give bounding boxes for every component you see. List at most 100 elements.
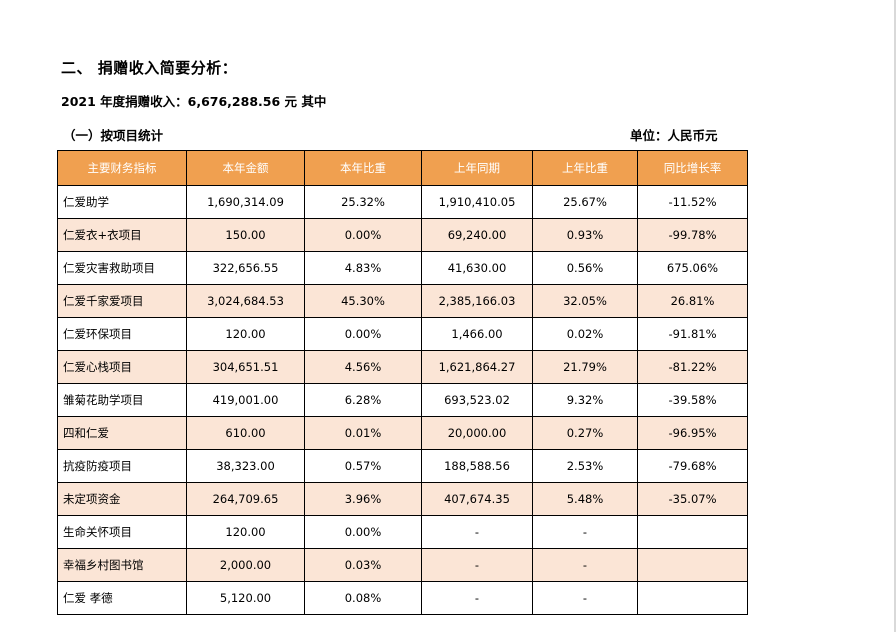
value-cell: 120.00 — [186, 317, 305, 351]
value-cell: 2.53% — [532, 449, 638, 483]
value-cell: 150.00 — [186, 218, 305, 252]
value-cell: -11.52% — [637, 185, 748, 219]
value-cell — [637, 581, 748, 615]
donation-summary: 2021 年度捐赠收入：6,676,288.56 元 其中 — [61, 94, 327, 109]
table-row: 仁爱环保项目 120.00 0.00% 1,466.00 0.02% -91.81% — [57, 317, 748, 351]
table-row: 雏菊花助学项目 419,001.00 6.28% 693,523.02 9.32% -39… — [57, 383, 748, 417]
unit-label: 单位：人民币元 — [630, 128, 718, 143]
value-cell: 26.81% — [637, 284, 748, 318]
value-cell: 5.48% — [532, 482, 638, 516]
value-cell: -79.68% — [637, 449, 748, 483]
value-cell: 2,385,166.03 — [421, 284, 533, 318]
column-header: 同比增长率 — [637, 150, 748, 186]
value-cell: 188,588.56 — [421, 449, 533, 483]
value-cell: 38,323.00 — [186, 449, 305, 483]
row-label-cell: 仁爱心栈项目 — [57, 350, 187, 384]
row-label-cell: 仁爱灾害救助项目 — [57, 251, 187, 285]
value-cell: 20,000.00 — [421, 416, 533, 450]
value-cell: 21.79% — [532, 350, 638, 384]
row-label-cell: 仁爱助学 — [57, 185, 187, 219]
value-cell: 45.30% — [304, 284, 422, 318]
value-cell: - — [532, 515, 638, 549]
value-cell: 1,690,314.09 — [186, 185, 305, 219]
table-row: 仁爱 孝德 5,120.00 0.08% - - — [57, 581, 748, 615]
value-cell: 32.05% — [532, 284, 638, 318]
value-cell: 4.56% — [304, 350, 422, 384]
section-heading: 二、 捐赠收入简要分析： — [61, 59, 238, 77]
value-cell: 675.06% — [637, 251, 748, 285]
value-cell: 25.67% — [532, 185, 638, 219]
row-label-cell: 仁爱 孝德 — [57, 581, 187, 615]
row-label-cell: 抗疫防疫项目 — [57, 449, 187, 483]
table-row: 仁爱千家爱项目 3,024,684.53 45.30% 2,385,166.03 32.… — [57, 284, 748, 318]
subsection-heading: （一）按项目统计 — [63, 128, 164, 143]
table-row: 抗疫防疫项目 38,323.00 0.57% 188,588.56 2.53% -79.6… — [57, 449, 748, 483]
table-row: 仁爱衣+衣项目 150.00 0.00% 69,240.00 0.93% -99.78% — [57, 218, 748, 252]
value-cell: -99.78% — [637, 218, 748, 252]
value-cell: 693,523.02 — [421, 383, 533, 417]
value-cell: 304,651.51 — [186, 350, 305, 384]
row-label-cell: 未定项资金 — [57, 482, 187, 516]
value-cell: 322,656.55 — [186, 251, 305, 285]
value-cell: -96.95% — [637, 416, 748, 450]
value-cell: 1,466.00 — [421, 317, 533, 351]
table-row: 仁爱助学 1,690,314.09 25.32% 1,910,410.05 25.67%… — [57, 185, 748, 219]
value-cell: -35.07% — [637, 482, 748, 516]
row-label-cell: 生命关怀项目 — [57, 515, 187, 549]
value-cell: -91.81% — [637, 317, 748, 351]
donation-table: 主要财务指标 本年金额 本年比重 上年同期 上年比重 同比增长率 仁爱助学 1,6… — [57, 150, 748, 615]
table-row: 仁爱心栈项目 304,651.51 4.56% 1,621,864.27 21.79% -… — [57, 350, 748, 384]
value-cell: 0.01% — [304, 416, 422, 450]
value-cell: 1,910,410.05 — [421, 185, 533, 219]
table-row: 生命关怀项目 120.00 0.00% - - — [57, 515, 748, 549]
column-header: 本年比重 — [304, 150, 422, 186]
table-row: 未定项资金 264,709.65 3.96% 407,674.35 5.48% -35.0… — [57, 482, 748, 516]
value-cell: 5,120.00 — [186, 581, 305, 615]
value-cell: 120.00 — [186, 515, 305, 549]
column-header: 上年同期 — [421, 150, 533, 186]
row-label-cell: 幸福乡村图书馆 — [57, 548, 187, 582]
row-label-cell: 仁爱环保项目 — [57, 317, 187, 351]
value-cell: - — [532, 548, 638, 582]
value-cell: 0.00% — [304, 515, 422, 549]
table-header-row: 主要财务指标 本年金额 本年比重 上年同期 上年比重 同比增长率 — [57, 150, 748, 186]
value-cell: 6.28% — [304, 383, 422, 417]
page-edge — [894, 0, 896, 632]
table-row: 仁爱灾害救助项目 322,656.55 4.83% 41,630.00 0.56% 675… — [57, 251, 748, 285]
table-row: 幸福乡村图书馆 2,000.00 0.03% - - — [57, 548, 748, 582]
value-cell: - — [532, 581, 638, 615]
column-header: 主要财务指标 — [57, 150, 187, 186]
value-cell: 0.56% — [532, 251, 638, 285]
value-cell: -81.22% — [637, 350, 748, 384]
value-cell: 0.57% — [304, 449, 422, 483]
value-cell: 2,000.00 — [186, 548, 305, 582]
value-cell: 41,630.00 — [421, 251, 533, 285]
value-cell: 610.00 — [186, 416, 305, 450]
table-row: 四和仁爱 610.00 0.01% 20,000.00 0.27% -96.95% — [57, 416, 748, 450]
column-header: 本年金额 — [186, 150, 305, 186]
column-header: 上年比重 — [532, 150, 638, 186]
value-cell: -39.58% — [637, 383, 748, 417]
value-cell: 0.08% — [304, 581, 422, 615]
value-cell: 3,024,684.53 — [186, 284, 305, 318]
value-cell: 3.96% — [304, 482, 422, 516]
row-label-cell: 仁爱衣+衣项目 — [57, 218, 187, 252]
value-cell: 9.32% — [532, 383, 638, 417]
value-cell: 0.00% — [304, 317, 422, 351]
value-cell: 0.93% — [532, 218, 638, 252]
value-cell: - — [421, 548, 533, 582]
row-label-cell: 雏菊花助学项目 — [57, 383, 187, 417]
value-cell: 0.27% — [532, 416, 638, 450]
value-cell: 69,240.00 — [421, 218, 533, 252]
value-cell: - — [421, 515, 533, 549]
value-cell: 0.02% — [532, 317, 638, 351]
value-cell — [637, 548, 748, 582]
row-label-cell: 仁爱千家爱项目 — [57, 284, 187, 318]
value-cell: - — [421, 581, 533, 615]
value-cell: 25.32% — [304, 185, 422, 219]
value-cell: 0.03% — [304, 548, 422, 582]
value-cell: 264,709.65 — [186, 482, 305, 516]
row-label-cell: 四和仁爱 — [57, 416, 187, 450]
value-cell: 0.00% — [304, 218, 422, 252]
value-cell: 1,621,864.27 — [421, 350, 533, 384]
